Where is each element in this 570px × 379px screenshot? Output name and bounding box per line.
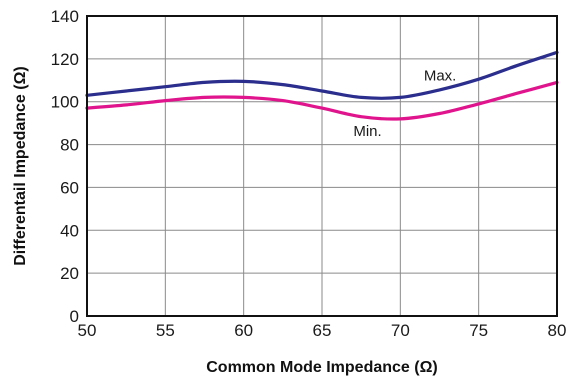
y-tick-label: 140	[51, 7, 79, 26]
annotation-label: Max.	[424, 67, 457, 84]
x-tick-label: 65	[313, 321, 332, 340]
x-tick-label: 80	[548, 321, 567, 340]
grid-lines	[87, 16, 557, 316]
x-axis-title: Common Mode Impedance (Ω)	[206, 359, 438, 376]
y-tick-label: 80	[60, 136, 79, 155]
y-axis-ticks: 0 20 40 60 80 100 120 140	[51, 7, 79, 326]
series-line-min	[85, 80, 559, 121]
y-tick-label: 20	[60, 264, 79, 283]
plot-frame	[86, 15, 558, 317]
x-axis-ticks: 50 55 60 65 70 75 80	[78, 321, 567, 340]
y-tick-label: 60	[60, 178, 79, 197]
x-tick-label: 75	[469, 321, 488, 340]
y-axis-title: Differentail Impedance (Ω)	[12, 66, 29, 266]
x-tick-label: 55	[156, 321, 175, 340]
series-line-max	[85, 50, 559, 100]
x-tick-label: 60	[234, 321, 253, 340]
annotation-label: Min.	[353, 123, 381, 140]
y-tick-label: 100	[51, 93, 79, 112]
x-tick-label: 50	[78, 321, 97, 340]
x-tick-label: 70	[391, 321, 410, 340]
y-tick-label: 40	[60, 221, 79, 240]
y-tick-label: 120	[51, 50, 79, 69]
annotations: Max. Min.	[353, 67, 456, 140]
y-tick-label: 0	[70, 307, 79, 326]
plot-lines	[85, 50, 559, 121]
